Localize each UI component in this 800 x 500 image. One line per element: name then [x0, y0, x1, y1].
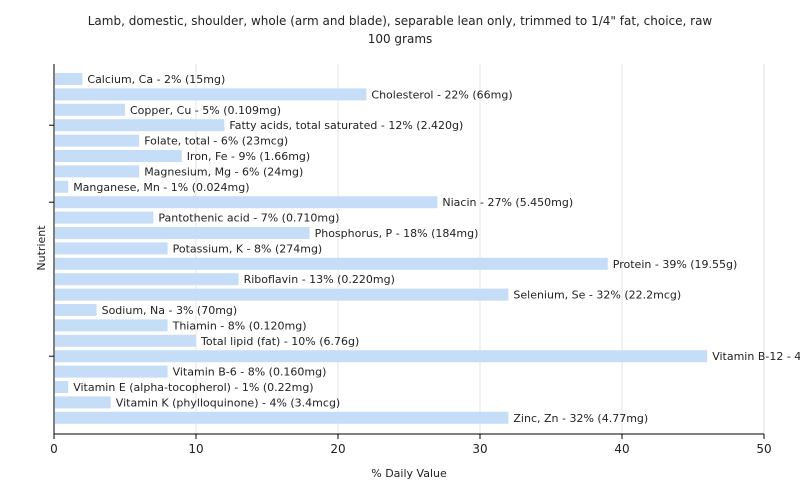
x-tick-label: 40	[614, 442, 629, 456]
chart-title: Lamb, domestic, shoulder, whole (arm and…	[87, 14, 713, 28]
bar-label: Phosphorus, P - 18% (184mg)	[315, 227, 479, 240]
bar	[55, 150, 182, 162]
x-tick-label: 10	[188, 442, 203, 456]
bar	[55, 180, 69, 193]
bar	[55, 227, 310, 239]
x-tick-label: 50	[756, 442, 771, 456]
bar	[55, 288, 509, 301]
bar-label: Protein - 39% (19.55g)	[613, 258, 738, 271]
y-axis-label: Nutrient	[35, 225, 48, 271]
bar-label: Vitamin K (phylloquinone) - 4% (3.4mcg)	[116, 396, 340, 409]
bar-label: Cholesterol - 22% (66mg)	[371, 88, 512, 101]
bar-label: Manganese, Mn - 1% (0.024mg)	[73, 181, 249, 194]
chart-subtitle: 100 grams	[367, 32, 433, 46]
bar	[55, 88, 367, 101]
bar-label: Vitamin B-6 - 8% (0.160mg)	[173, 366, 327, 379]
bar-label: Total lipid (fat) - 10% (6.76g)	[200, 335, 359, 348]
bar-label: Thiamin - 8% (0.120mg)	[172, 319, 307, 332]
x-tick-label: 20	[330, 442, 345, 456]
bar-label: Sodium, Na - 3% (70mg)	[102, 304, 238, 317]
bar-label: Calcium, Ca - 2% (15mg)	[87, 73, 225, 86]
bar	[55, 304, 97, 316]
bar	[55, 411, 509, 424]
bar-label: Iron, Fe - 9% (1.66mg)	[187, 150, 310, 163]
bar	[55, 381, 69, 393]
bar-label: Pantothenic acid - 7% (0.710mg)	[158, 212, 339, 225]
x-axis-label: % Daily Value	[371, 467, 447, 480]
bar-label: Niacin - 27% (5.450mg)	[442, 196, 573, 209]
bar	[55, 119, 225, 132]
bar	[55, 396, 111, 409]
bar	[55, 134, 140, 147]
x-tick-label: 30	[472, 442, 487, 456]
bar	[55, 319, 168, 332]
bar	[55, 257, 608, 270]
bar-label: Selenium, Se - 32% (22.2mcg)	[513, 289, 681, 302]
bar	[55, 273, 239, 286]
bar-label: Zinc, Zn - 32% (4.77mg)	[513, 412, 648, 425]
bar	[55, 165, 140, 178]
bar	[55, 73, 83, 85]
bar-label: Magnesium, Mg - 6% (24mg)	[144, 165, 303, 178]
bar	[55, 334, 196, 347]
bar-label: Folate, total - 6% (23mcg)	[144, 135, 288, 148]
x-tick-label: 0	[50, 442, 58, 456]
bar-label: Riboflavin - 13% (0.220mg)	[244, 273, 395, 286]
bar-label: Copper, Cu - 5% (0.109mg)	[130, 104, 281, 117]
bar	[55, 196, 438, 209]
bar-label: Vitamin E (alpha-tocopherol) - 1% (0.22m…	[73, 381, 313, 394]
bar	[55, 242, 168, 255]
bar-label: Potassium, K - 8% (274mg)	[173, 242, 323, 255]
bar	[55, 350, 708, 363]
bar-label: Vitamin B-12 - 46% (2.78mcg)	[712, 350, 800, 363]
bar-label: Fatty acids, total saturated - 12% (2.42…	[229, 119, 463, 132]
bar	[55, 211, 154, 224]
bar	[55, 103, 125, 116]
bar	[55, 365, 168, 378]
